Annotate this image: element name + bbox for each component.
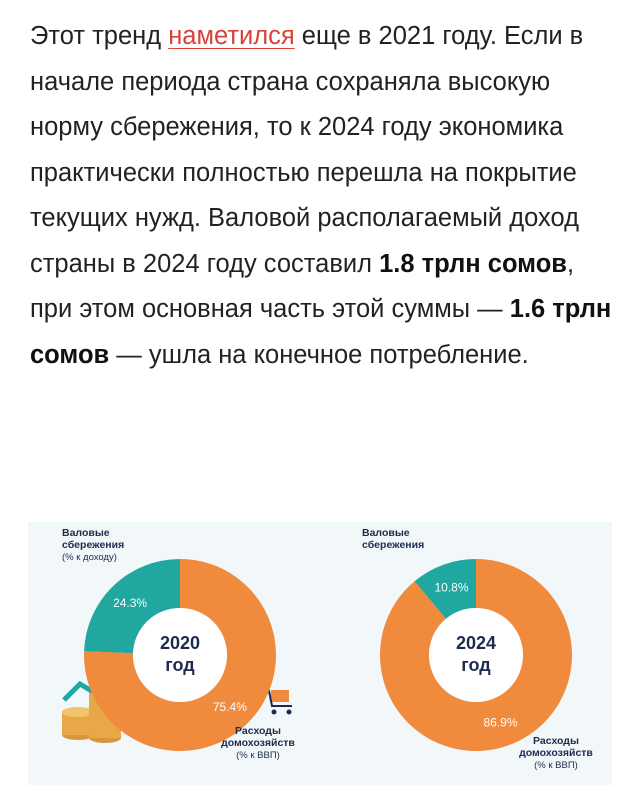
value-label: 24.3% (113, 596, 147, 610)
category-label: сбережения (362, 539, 424, 551)
category-label: Валовые (362, 527, 410, 539)
value-label: 86.9% (483, 716, 517, 730)
text: , при этом основная часть этой суммы — (30, 249, 575, 324)
center-label: год (165, 655, 195, 675)
link[interactable]: наметился (168, 22, 295, 50)
text: Этот тренд (30, 22, 169, 50)
category-label: Расходы (235, 725, 281, 737)
category-label: домохозяйств (221, 737, 295, 749)
cart-icon (262, 685, 292, 715)
category-label: (% к ВВП) (534, 760, 578, 771)
text: — ушла на конечное потребление. (109, 340, 529, 369)
center-label: 2024 (456, 633, 496, 653)
category-label: (% к ВВП) (236, 750, 280, 761)
article-paragraph: Этот тренд наметился еще в 2021 году. Ес… (30, 14, 615, 378)
text: еще в 2021 году. Если в начале периода с… (30, 22, 584, 278)
category-label: домохозяйств (519, 747, 593, 759)
donut-segment (84, 559, 180, 654)
bold-text: 1.6 трлн сомов (30, 295, 612, 369)
bold-text: 1.8 трлн сомов (379, 249, 567, 278)
category-label: Валовые (62, 527, 110, 539)
category-label: Расходы (533, 735, 579, 747)
donut-segment (414, 559, 476, 619)
category-label: сбережения (62, 539, 124, 551)
value-label: 10.8% (434, 580, 468, 594)
donut-segment (84, 559, 276, 752)
category-label: (% к доходу) (62, 552, 117, 563)
donut-segment (379, 559, 572, 752)
center-label: 2020 (160, 633, 200, 653)
value-label: 75.4% (213, 700, 247, 714)
donut-hole (133, 608, 227, 702)
donut-hole (429, 608, 523, 702)
center-label: год (461, 655, 491, 675)
